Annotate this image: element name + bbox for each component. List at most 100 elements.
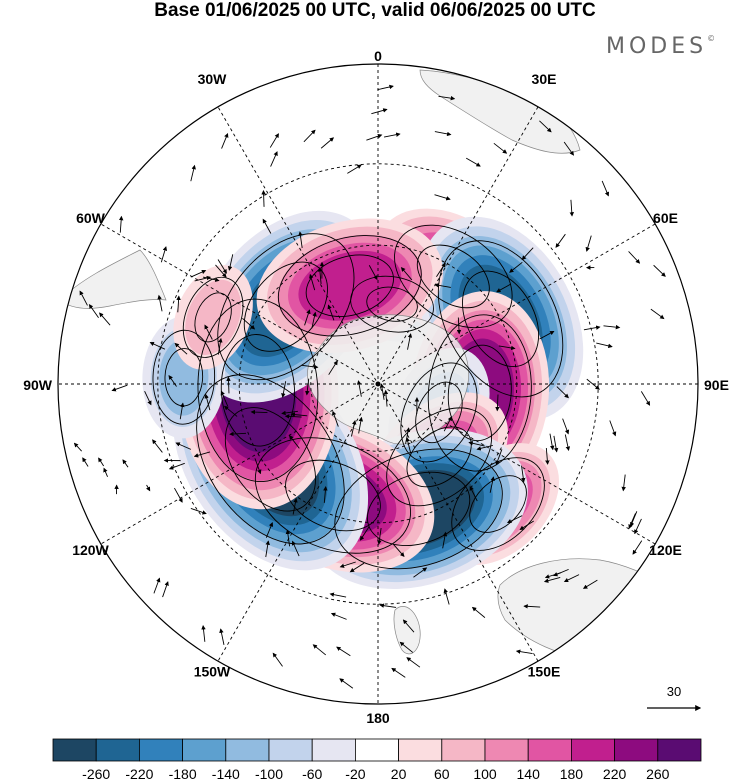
wind-vector [281, 410, 298, 416]
wind-vector [377, 528, 382, 545]
colorbar-swatch [527, 738, 572, 762]
wind-vector [317, 267, 323, 285]
streamline [152, 329, 216, 425]
streamline [217, 233, 355, 381]
wind-vector [265, 522, 274, 538]
south-america-coast [59, 249, 167, 309]
streamline [182, 276, 244, 358]
wind-vector [162, 581, 169, 598]
wind-vector [99, 312, 111, 326]
streamline [197, 298, 319, 483]
anomaly-level [298, 250, 402, 321]
wind-vector [377, 84, 394, 91]
wind-vector [476, 445, 493, 451]
wind-vector [122, 459, 129, 468]
streamline [305, 254, 394, 317]
wind-vector [379, 383, 385, 400]
wind-vector [292, 497, 298, 515]
colorbar-tick-label: -260 [82, 766, 110, 782]
wind-vector [347, 164, 362, 174]
colorbar-swatch [182, 738, 227, 762]
reference-vector-label: 30 [667, 684, 681, 699]
colorbar-swatch [484, 738, 529, 762]
wind-vector [339, 678, 354, 689]
wind-vector [539, 330, 555, 340]
colorbar-swatch [354, 738, 399, 762]
wind-vector [400, 267, 413, 281]
wind-vector [393, 543, 405, 558]
wind-vector [190, 269, 207, 278]
wind-vector [311, 311, 317, 329]
wind-vector [265, 540, 270, 558]
wind-vector [194, 275, 212, 282]
wind-vector [640, 391, 651, 406]
wind-vector [356, 380, 362, 397]
colorbar-tick-label: 180 [560, 766, 584, 782]
wind-vector [359, 526, 370, 541]
wind-vector [650, 308, 665, 320]
wind-vector [303, 129, 316, 143]
colorbar-tick-label: -140 [212, 766, 240, 782]
wind-vector [495, 449, 503, 466]
wind-vector [168, 462, 185, 470]
wind-vector [301, 364, 319, 370]
wind-vector [305, 378, 310, 396]
wind-vector [227, 254, 234, 271]
wind-vector [175, 442, 192, 450]
wind-vector [304, 309, 311, 326]
wind-vector [406, 657, 421, 668]
brand-mark: © [707, 34, 716, 43]
streamline [386, 407, 493, 507]
colorbar-tick-label: -60 [302, 766, 322, 782]
wind-vector [144, 390, 152, 406]
wind-vector [204, 393, 211, 411]
wind-vector [312, 644, 327, 656]
wind-vector [215, 264, 227, 278]
wind-vector [544, 572, 562, 579]
wind-vector [632, 540, 643, 555]
wind-vector [521, 247, 534, 261]
wind-vector [250, 409, 268, 415]
antarctica-landmass [307, 314, 469, 445]
wind-vector [98, 457, 105, 467]
colorbar-tick-label: -220 [125, 766, 153, 782]
wind-vector [456, 317, 462, 335]
wind-vector [157, 294, 163, 312]
wind-vector [330, 612, 347, 620]
wind-vector [413, 567, 428, 578]
colorbar-tick-label: -180 [169, 766, 197, 782]
wind-vector [391, 667, 406, 678]
streamline [254, 437, 412, 554]
wind-vector [436, 262, 446, 278]
wind-vector [563, 141, 574, 156]
colorbar-swatch [657, 738, 702, 762]
wind-vector [290, 412, 308, 417]
wind-vector [442, 531, 448, 549]
wind-vector [179, 402, 185, 420]
wind-vector [434, 194, 451, 201]
wind-vector [327, 304, 335, 321]
wind-vector [405, 427, 411, 444]
wind-vector [585, 235, 592, 252]
wind-vector [368, 265, 378, 281]
wind-vector [88, 303, 99, 319]
wind-vector [223, 405, 238, 417]
wind-vector [603, 324, 621, 330]
wind-vector [221, 132, 229, 149]
wind-vector [254, 458, 262, 475]
wind-vector [563, 574, 580, 583]
wind-vector [174, 487, 183, 503]
wind-vector [320, 137, 335, 149]
wind-vector [471, 606, 486, 618]
wind-vector [242, 317, 256, 330]
wind-vector [468, 441, 485, 447]
streamline [196, 374, 345, 545]
colorbar-tick-label: -20 [345, 766, 365, 782]
wind-vector [73, 442, 82, 452]
wind-vector [383, 132, 401, 138]
wind-vector [498, 345, 516, 351]
wind-vector [146, 484, 151, 492]
wind-vector [630, 511, 638, 527]
wind-vector [609, 420, 617, 437]
